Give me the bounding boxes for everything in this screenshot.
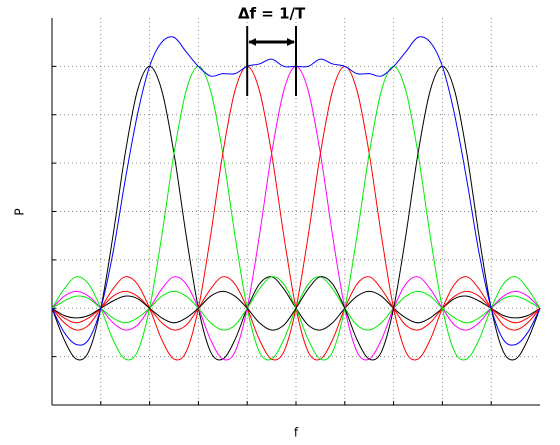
line-series [51,65,541,361]
line-series [51,65,541,361]
line-series [51,65,541,361]
x-axis-label: f [294,426,299,440]
line-series [51,65,541,361]
line-series [51,65,541,361]
annotation-text: Δf = 1/T [238,5,306,23]
line-series [51,65,541,361]
y-axis-label: P [13,208,27,215]
